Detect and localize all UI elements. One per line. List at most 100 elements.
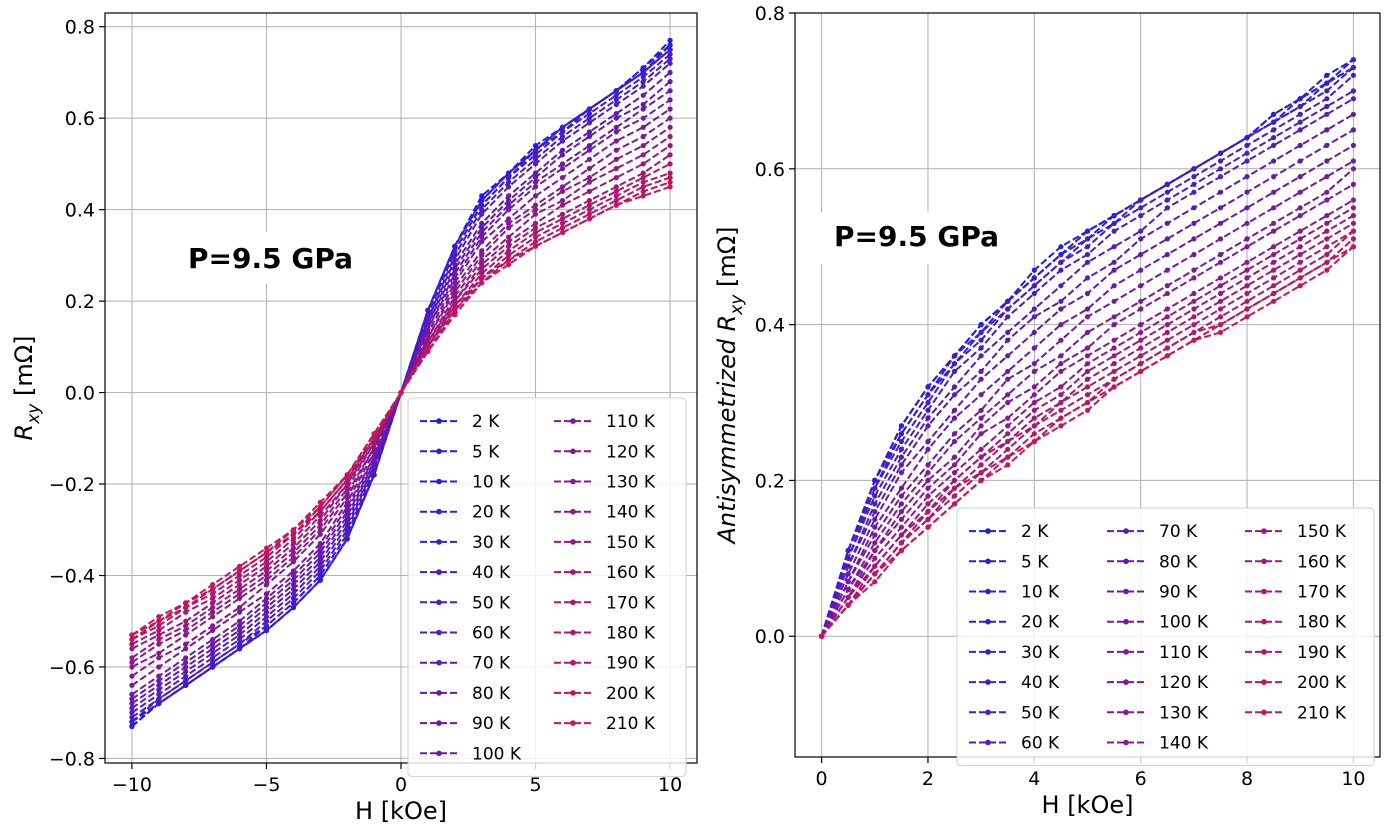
data-point [290, 595, 296, 602]
legend-swatch-marker [570, 539, 576, 545]
data-point [613, 92, 619, 98]
legend-label: 120 K [1159, 673, 1209, 693]
data-point [978, 376, 984, 382]
legend-swatch-marker [570, 690, 576, 696]
data-point [479, 207, 485, 213]
legend-swatch-marker [1123, 618, 1129, 625]
data-point [479, 248, 485, 254]
data-point [1271, 228, 1277, 234]
legend-box [956, 507, 1375, 767]
x-tick-label: 10 [658, 774, 682, 796]
data-point [532, 193, 539, 199]
data-point [898, 516, 905, 523]
data-point [978, 477, 984, 483]
data-point [129, 646, 135, 652]
data-point [506, 252, 512, 258]
data-point [532, 225, 539, 231]
data-point [1111, 259, 1117, 265]
data-point [1350, 88, 1356, 94]
data-point [479, 275, 485, 281]
data-point [532, 161, 539, 167]
data-point [1324, 197, 1330, 203]
data-point [951, 431, 958, 437]
data-point [183, 627, 189, 634]
data-point [1324, 111, 1330, 117]
data-point [317, 559, 323, 565]
data-point [1324, 88, 1330, 94]
legend-item: 160 K [554, 563, 656, 583]
data-point [1217, 220, 1224, 226]
data-point [290, 531, 296, 537]
data-point [236, 636, 243, 643]
data-point [640, 143, 646, 149]
data-point [452, 307, 458, 313]
data-point [1164, 181, 1170, 187]
legend-label: 130 K [606, 473, 656, 493]
data-point [183, 682, 189, 688]
data-point [317, 513, 323, 519]
data-point [1217, 205, 1224, 211]
data-point [951, 438, 958, 445]
data-point [1244, 135, 1250, 141]
data-point [506, 193, 512, 199]
legend-label: 60 K [1021, 734, 1060, 754]
data-point [951, 415, 958, 421]
data-point [156, 700, 162, 707]
data-point [1164, 189, 1170, 195]
series-line [820, 144, 1354, 637]
legend-label: 60 K [472, 624, 511, 644]
data-point [1138, 283, 1144, 289]
legend-swatch-marker [436, 569, 442, 575]
legend-label: 50 K [472, 593, 511, 613]
data-point [640, 65, 646, 71]
data-point [479, 261, 485, 268]
data-point [129, 655, 135, 661]
data-point [290, 527, 296, 533]
series-group [129, 37, 673, 730]
data-point [1031, 283, 1037, 289]
data-point [156, 618, 162, 624]
data-point [263, 582, 270, 588]
data-point [1058, 259, 1064, 265]
data-point [532, 184, 539, 190]
data-point [1271, 220, 1277, 226]
legend-swatch-marker [1123, 739, 1129, 746]
data-point [1217, 236, 1224, 242]
data-point [210, 636, 216, 643]
data-point [1350, 72, 1356, 78]
data-point [1244, 290, 1250, 297]
data-point [236, 609, 243, 615]
legend-swatch-marker [570, 629, 576, 636]
data-point [667, 179, 673, 185]
data-point [1191, 174, 1197, 180]
data-point [1005, 376, 1011, 382]
legend-item: 10 K [969, 583, 1060, 603]
legend-label: 200 K [606, 684, 656, 704]
legend-swatch-marker [436, 720, 442, 726]
data-point [506, 179, 512, 185]
legend-item: 150 K [1245, 522, 1347, 542]
data-point [156, 636, 162, 643]
legend-item: 20 K [420, 503, 511, 523]
legend-swatch-marker [436, 508, 442, 515]
data-point [872, 532, 878, 538]
data-point [978, 415, 984, 421]
data-point [925, 509, 931, 515]
data-point [129, 719, 135, 725]
y-tick-label: −0.8 [49, 748, 95, 770]
data-point [1164, 306, 1170, 312]
y-tick-label: 0.4 [755, 315, 785, 337]
data-point [1217, 275, 1224, 281]
data-point [1031, 368, 1037, 374]
data-point [1350, 127, 1356, 133]
legend-item: 60 K [969, 734, 1060, 754]
data-point [1058, 399, 1064, 406]
data-point [1005, 431, 1011, 437]
data-point [1031, 329, 1037, 335]
legend-item: 5 K [969, 552, 1049, 572]
legend-label: 140 K [1159, 734, 1209, 754]
data-point [1084, 259, 1091, 265]
x-tick-label: 6 [1135, 768, 1147, 790]
data-point [1324, 142, 1330, 148]
data-point [1244, 298, 1250, 304]
